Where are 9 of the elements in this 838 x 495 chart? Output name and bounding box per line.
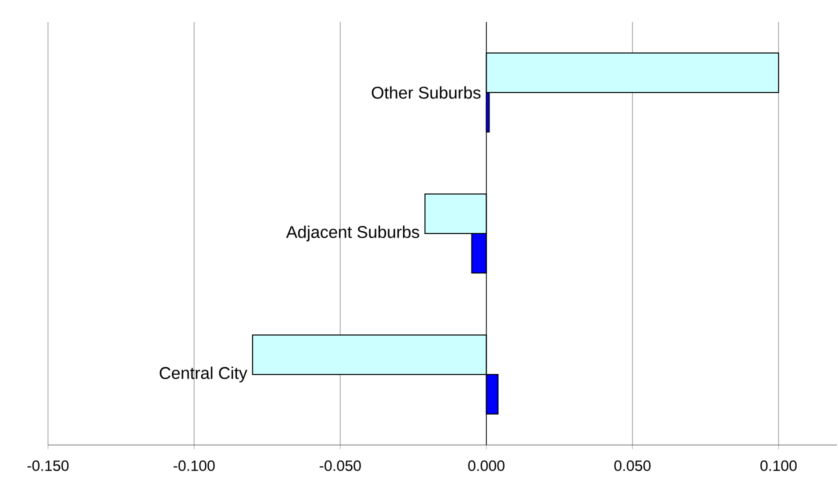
- y-tick-label: Other Suburbs: [372, 86, 481, 99]
- y-tick-label: Central City: [160, 366, 248, 382]
- x-tick-label: 0.000: [468, 460, 504, 471]
- x-tick-label: 0.050: [614, 460, 651, 471]
- x-tick-label: -0.150: [27, 460, 69, 471]
- x-tick-label: 0.100: [760, 460, 797, 471]
- y-tick-label: Adjacent Suburbs: [286, 226, 420, 242]
- x-tick-label: -0.100: [174, 460, 215, 471]
- x-tick-label: -0.050: [320, 460, 361, 471]
